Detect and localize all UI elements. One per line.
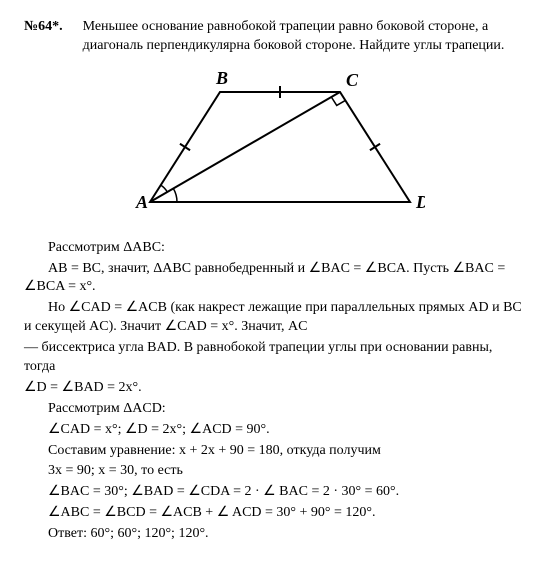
svg-text:D: D <box>415 192 425 212</box>
svg-text:A: A <box>135 192 148 212</box>
trapezoid-svg: A B C D <box>125 62 425 222</box>
line-1: Рассмотрим ΔABC: <box>24 239 526 258</box>
line-2: AB = BC, значит, ΔABC равнобедренный и ∠… <box>24 260 526 298</box>
answer-line: Ответ: 60°; 60°; 120°; 120°. <box>24 525 526 544</box>
svg-text:C: C <box>346 70 359 90</box>
line-4: — биссектриса угла BAD. В равнобокой тра… <box>24 339 526 377</box>
line-3: Но ∠CAD = ∠ACB (как накрест лежащие при … <box>24 299 526 337</box>
line-7: ∠CAD = x°; ∠D = 2x°; ∠ACD = 90°. <box>24 421 526 440</box>
line-10: ∠BAC = 30°; ∠BAD = ∠CDA = 2 · ∠ BAC = 2 … <box>24 483 526 502</box>
line-9: 3x = 90; x = 30, то есть <box>24 462 526 481</box>
problem-statement: Меньшее основание равнобокой трапеции ра… <box>83 18 526 56</box>
solution-body: Рассмотрим ΔABC: AB = BC, значит, ΔABC р… <box>24 239 526 544</box>
problem-number: №64*. <box>24 18 63 37</box>
problem-header: №64*. Меньшее основание равнобокой трапе… <box>24 18 526 56</box>
line-11: ∠ABC = ∠BCD = ∠ACB + ∠ ACD = 30° + 90° =… <box>24 504 526 523</box>
line-5: ∠D = ∠BAD = 2x°. <box>24 379 526 398</box>
line-6: Рассмотрим ΔACD: <box>24 400 526 419</box>
svg-text:B: B <box>215 68 228 88</box>
line-8: Составим уравнение: x + 2x + 90 = 180, о… <box>24 442 526 461</box>
trapezoid-figure: A B C D <box>24 62 526 229</box>
